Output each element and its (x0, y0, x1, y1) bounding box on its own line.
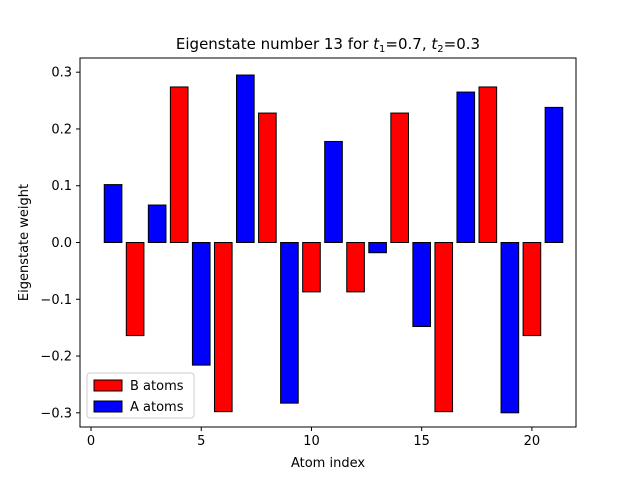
y-tick-label-2: −0.1 (40, 293, 72, 308)
bar-b-atoms-2 (125, 242, 145, 337)
bar-a-atoms-9 (280, 242, 299, 404)
bar-a-atoms-19 (500, 242, 520, 414)
bar-a-atoms-7 (236, 74, 255, 244)
bar-b-atoms-18 (478, 86, 498, 244)
y-tick-label-1: −0.2 (40, 350, 72, 365)
x-tick-label-10: 10 (303, 434, 320, 449)
y-tick-label-3: 0.0 (51, 236, 72, 251)
bar-b-atoms-4 (169, 86, 189, 244)
bar-a-atoms-13 (368, 242, 387, 254)
bar-b-atoms-14 (390, 112, 409, 244)
bar-a-atoms-15 (412, 242, 432, 328)
bar-a-atoms-1 (103, 184, 123, 243)
y-axis-label: Eigenstate weight (17, 184, 32, 301)
y-tick-label-6: 0.3 (51, 66, 72, 81)
title-t1-subscript: 1 (379, 44, 385, 55)
bar-a-atoms-17 (456, 91, 476, 243)
title-t2-value: =0.3 (444, 35, 480, 53)
x-tick-label-0: 0 (87, 434, 95, 449)
legend: B atoms A atoms (86, 372, 195, 419)
x-axis-ticks: 0 5 10 15 20 (87, 427, 540, 449)
legend-label-a-atoms: A atoms (130, 400, 184, 415)
bar-a-atoms-11 (324, 140, 343, 244)
x-tick-label-15: 15 (413, 434, 430, 449)
x-axis-label: Atom index (291, 456, 365, 471)
bar-a-atoms-3 (147, 204, 167, 243)
bar-b-atoms-6 (213, 242, 233, 413)
legend-swatch-a-atoms (93, 400, 123, 413)
title-t1-value: =0.7, (385, 35, 431, 53)
bar-b-atoms-12 (346, 242, 365, 293)
x-tick-label-20: 20 (524, 434, 541, 449)
bar-a-atoms-5 (191, 242, 211, 366)
title-t1-symbol: t (373, 35, 380, 53)
bars-group (103, 74, 564, 414)
title-t2-subscript: 2 (437, 44, 443, 55)
title-t2-symbol: t (431, 35, 438, 53)
bar-b-atoms-10 (302, 242, 321, 293)
x-tick-label-5: 5 (197, 434, 205, 449)
bar-b-atoms-16 (434, 242, 454, 413)
y-tick-label-4: 0.1 (51, 179, 72, 194)
bar-b-atoms-20 (522, 242, 542, 337)
bar-a-atoms-21 (544, 106, 564, 243)
title-prefix: Eigenstate number 13 for (176, 35, 373, 53)
bar-b-atoms-8 (258, 112, 277, 244)
y-tick-label-5: 0.2 (51, 122, 72, 137)
legend-label-b-atoms: B atoms (130, 379, 184, 394)
y-tick-label-0: −0.3 (40, 406, 72, 421)
chart-title: Eigenstate number 13 for t1=0.7, t2=0.3 (176, 35, 480, 55)
y-axis-ticks: −0.3 −0.2 −0.1 0.0 0.1 0.2 0.3 (40, 66, 80, 421)
legend-swatch-b-atoms (93, 379, 123, 392)
